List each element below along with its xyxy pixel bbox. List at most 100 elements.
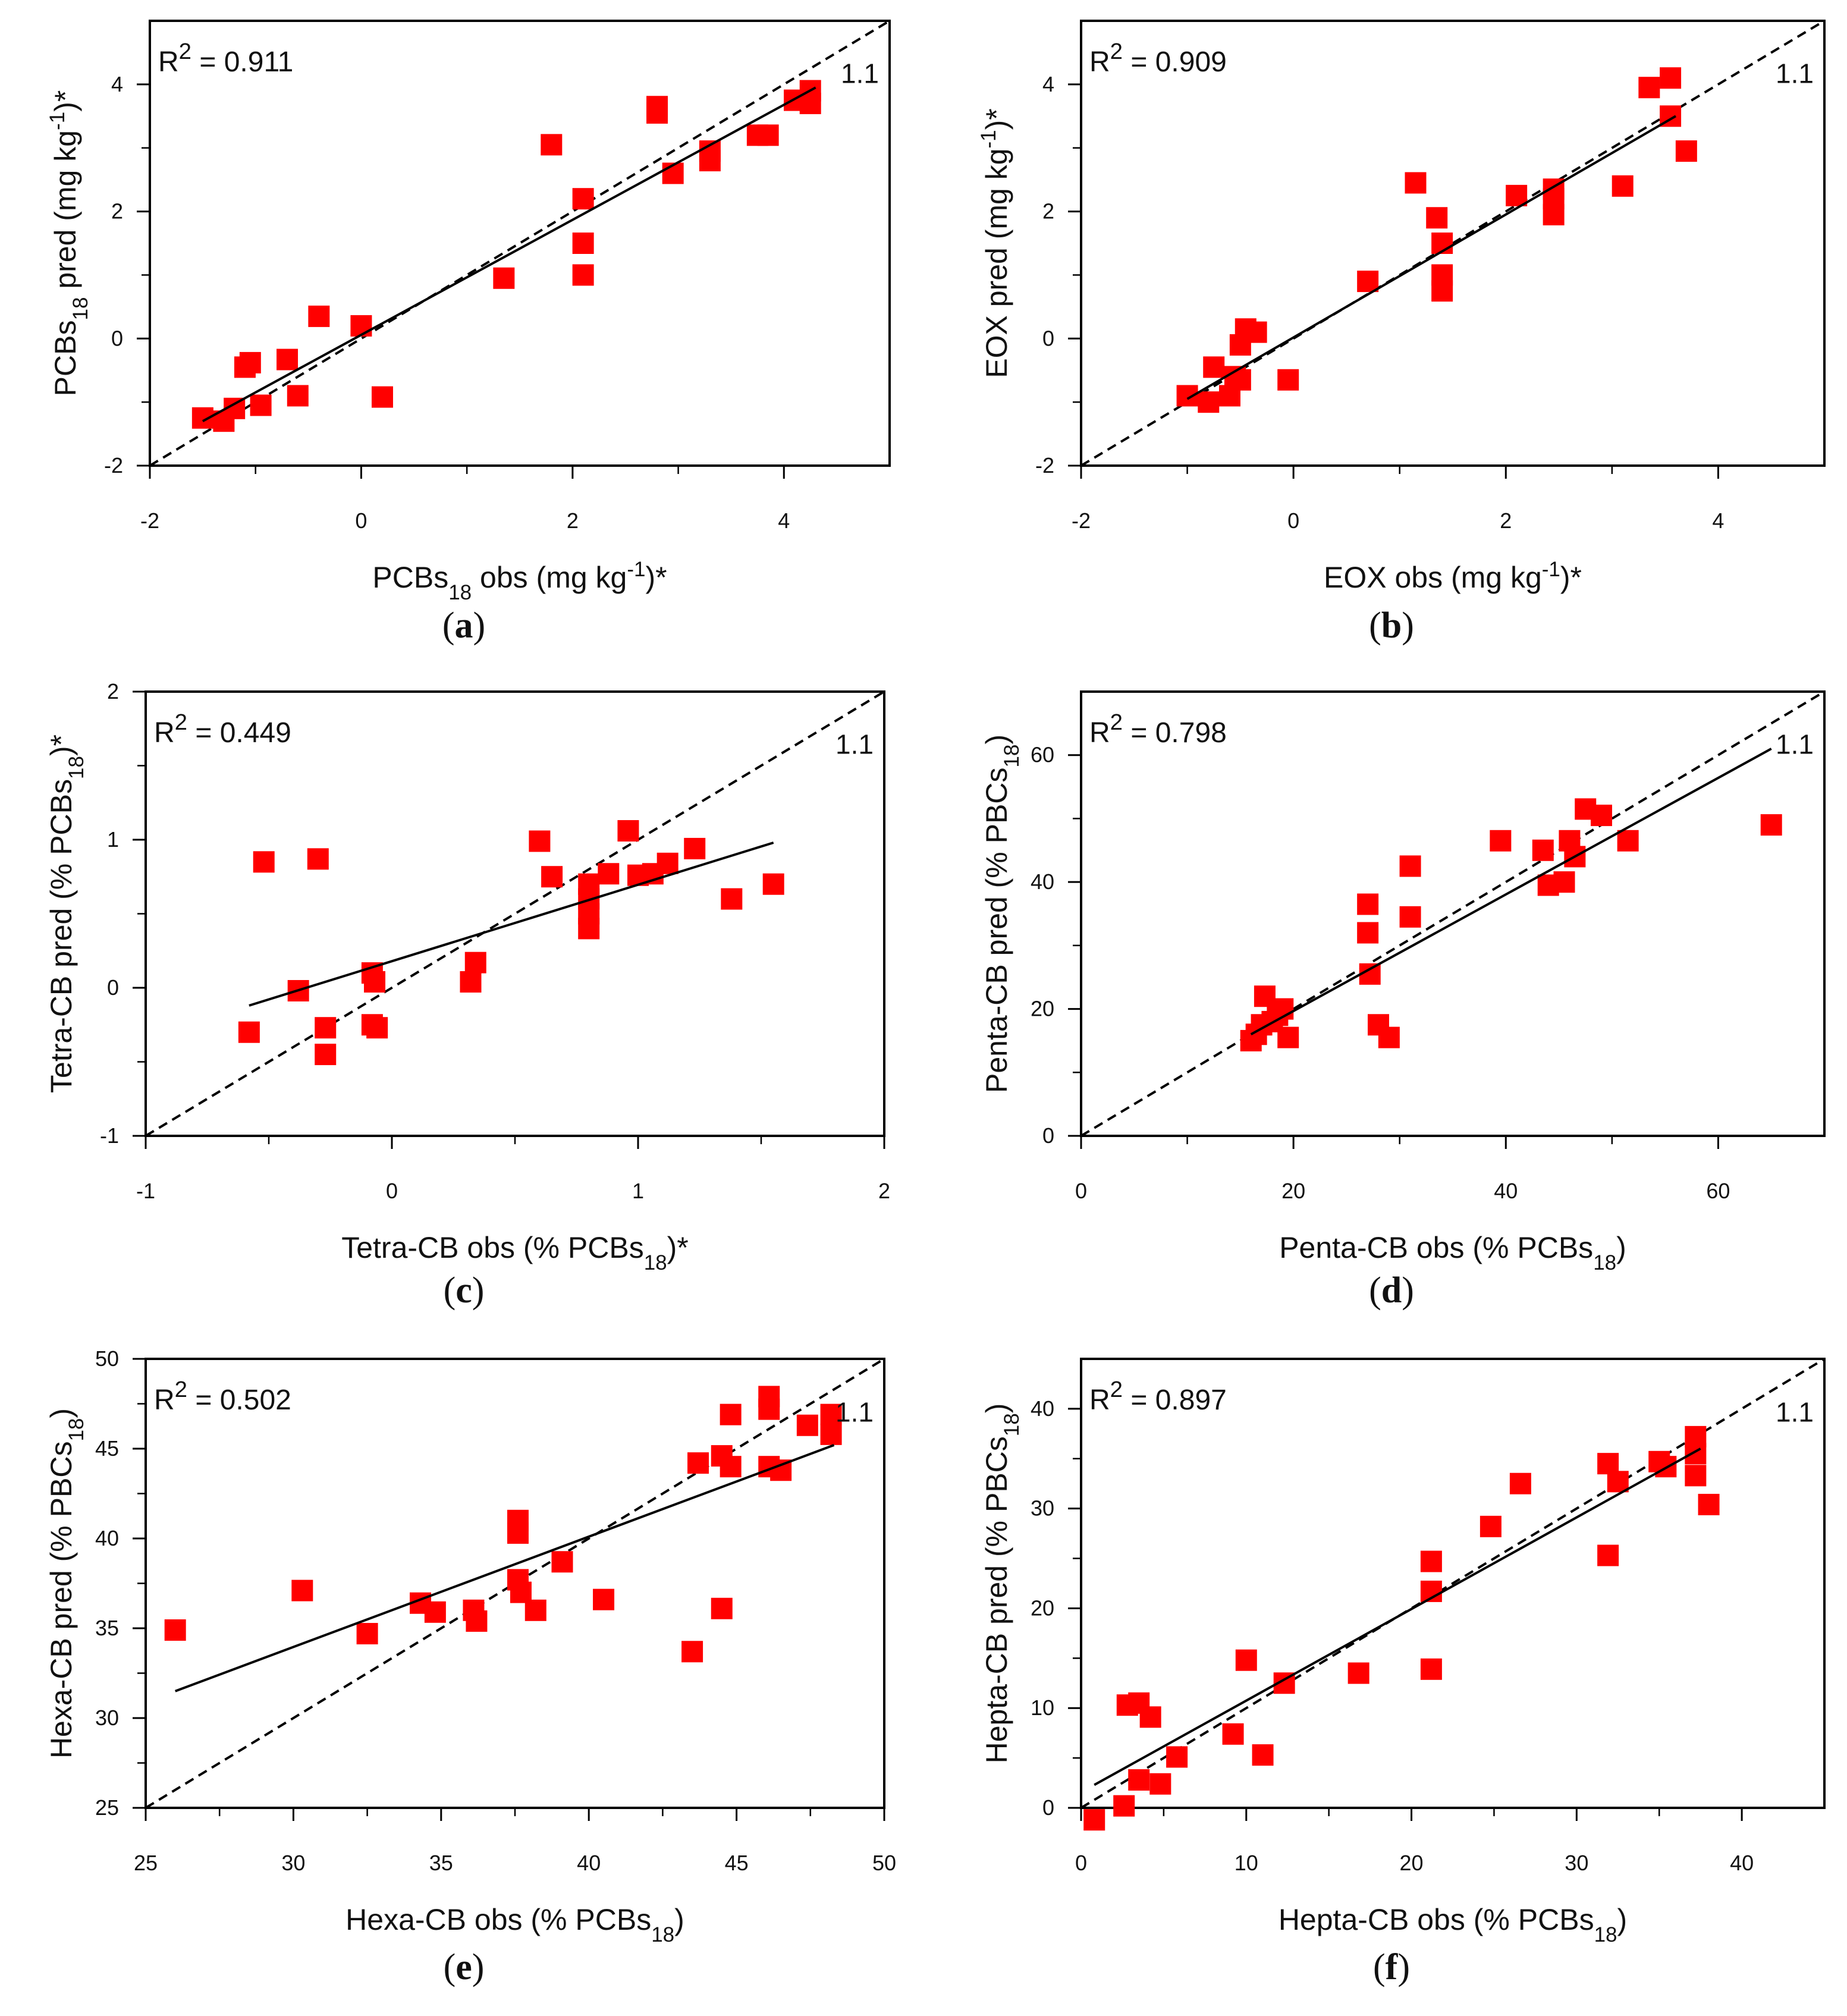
data-point xyxy=(699,150,721,172)
plot-frame xyxy=(1080,690,1826,1137)
r-squared-exponent: 2 xyxy=(1110,709,1123,735)
data-point xyxy=(424,1601,446,1623)
x-tick-label: 25 xyxy=(134,1851,158,1875)
regression-line xyxy=(1094,1447,1701,1786)
data-point xyxy=(1198,391,1220,413)
data-point xyxy=(308,305,330,327)
caption-letter: e xyxy=(456,1947,472,1987)
data-point xyxy=(796,1414,818,1436)
y-tick-label: 30 xyxy=(95,1706,119,1730)
x-tick-label: -2 xyxy=(1072,508,1091,533)
data-point xyxy=(1480,1515,1502,1537)
caption-close-paren: ) xyxy=(473,605,486,646)
data-point xyxy=(1685,1443,1707,1465)
data-point xyxy=(1166,1746,1188,1768)
r-squared-value: = 0.798 xyxy=(1123,717,1227,749)
regression-line xyxy=(249,841,774,1007)
one-to-one-label: 1.1 xyxy=(1776,729,1814,760)
data-point xyxy=(656,852,679,874)
data-point xyxy=(1543,203,1565,225)
y-axis-label: Hexa-CB pred (% PBCs18) xyxy=(45,1408,88,1758)
r-squared-value: = 0.897 xyxy=(1123,1384,1227,1416)
y-tick-label: 0 xyxy=(111,326,123,350)
data-point xyxy=(164,1619,186,1641)
y-axis-label-subscript: 18 xyxy=(65,1418,88,1442)
r-squared-value: = 0.909 xyxy=(1123,46,1227,78)
y-axis-label-subscript: 18 xyxy=(1000,745,1023,768)
x-axis-label: Tetra-CB obs (% PCBs18)* xyxy=(341,1231,689,1274)
r-squared-label: R2 = 0.897 xyxy=(1089,1377,1227,1417)
caption-letter: d xyxy=(1381,1270,1402,1311)
regression-line xyxy=(202,86,816,422)
y-tick-label: 1 xyxy=(107,827,119,852)
x-axis-label-main: Penta-CB obs (% PCBs xyxy=(1279,1231,1593,1264)
data-point xyxy=(1277,369,1299,391)
data-point xyxy=(356,1623,378,1645)
x-axis-label: Hexa-CB obs (% PCBs18) xyxy=(345,1903,684,1946)
data-point xyxy=(1506,184,1528,206)
data-point xyxy=(721,888,743,910)
r-squared-label: R2 = 0.502 xyxy=(154,1377,291,1417)
data-point xyxy=(315,1017,337,1039)
data-point xyxy=(541,866,563,888)
data-point xyxy=(510,1581,532,1603)
one-to-one-label: 1.1 xyxy=(1776,58,1814,89)
data-point xyxy=(1357,893,1379,915)
data-point xyxy=(1420,1658,1442,1680)
data-point xyxy=(287,385,309,407)
data-point xyxy=(1532,839,1554,861)
y-axis-label-suffix: pred (mg kg xyxy=(49,130,82,297)
data-point xyxy=(598,863,620,885)
data-point xyxy=(572,188,594,210)
y-axis-label-superscript: -1 xyxy=(46,112,69,130)
x-axis-label-main: EOX xyxy=(1324,561,1387,594)
data-point xyxy=(1113,1795,1135,1817)
data-point xyxy=(799,92,821,114)
y-axis-label-superscript: -1 xyxy=(977,130,1000,148)
data-point xyxy=(364,971,386,993)
caption-close-paren: ) xyxy=(1402,605,1414,646)
data-point xyxy=(1760,814,1782,836)
x-tick-label: 0 xyxy=(355,508,367,533)
y-axis-label-main: EOX xyxy=(980,315,1013,378)
data-point xyxy=(593,1588,615,1610)
r-squared-value: = 0.911 xyxy=(191,46,293,78)
x-axis-label-subscript: 18 xyxy=(1594,1923,1617,1946)
y-tick-label: 0 xyxy=(1042,1795,1054,1820)
data-point xyxy=(551,1551,573,1573)
x-axis-label: EOX obs (mg kg-1)* xyxy=(1324,558,1582,595)
data-point xyxy=(366,1017,388,1039)
y-tick-label: -2 xyxy=(104,453,123,478)
y-axis-label-suffix: )* xyxy=(45,734,78,756)
one-to-one-label: 1.1 xyxy=(835,729,874,760)
panel-caption: (b) xyxy=(1369,605,1414,646)
x-axis-label-superscript: -1 xyxy=(627,558,645,581)
x-axis-label-suffix: ) xyxy=(1616,1231,1626,1264)
data-point xyxy=(1347,1662,1369,1684)
data-point xyxy=(1597,1453,1619,1475)
y-tick-label: 0 xyxy=(107,975,119,1000)
x-tick-label: 40 xyxy=(1730,1851,1754,1875)
data-point xyxy=(507,1522,529,1544)
x-axis-label-main: Tetra-CB obs (% PCBs xyxy=(341,1231,643,1264)
data-point xyxy=(1149,1773,1171,1795)
y-tick-label: 0 xyxy=(1042,1123,1054,1148)
x-axis-label-subscript: 18 xyxy=(651,1923,674,1946)
x-tick-label: 45 xyxy=(725,1851,749,1875)
data-point xyxy=(687,1452,709,1474)
x-tick-label: 0 xyxy=(1075,1851,1087,1875)
x-axis-label-suffix: obs (mg kg xyxy=(472,561,627,594)
data-point xyxy=(720,1456,742,1478)
one-to-one-label: 1.1 xyxy=(835,1397,874,1428)
y-axis-label-subscript: 18 xyxy=(1000,1413,1023,1436)
r-squared-symbol: R xyxy=(154,1384,175,1416)
y-axis-label-main: Hepta-CB pred (% PBCs xyxy=(980,1436,1013,1763)
r-squared-value: = 0.502 xyxy=(187,1384,291,1416)
r-squared-label: R2 = 0.911 xyxy=(158,39,293,78)
x-tick-label: 1 xyxy=(632,1179,644,1203)
caption-close-paren: ) xyxy=(1402,1270,1414,1311)
r-squared-label: R2 = 0.909 xyxy=(1089,39,1227,78)
r-squared-exponent: 2 xyxy=(179,39,191,64)
plot-frame xyxy=(149,20,891,467)
